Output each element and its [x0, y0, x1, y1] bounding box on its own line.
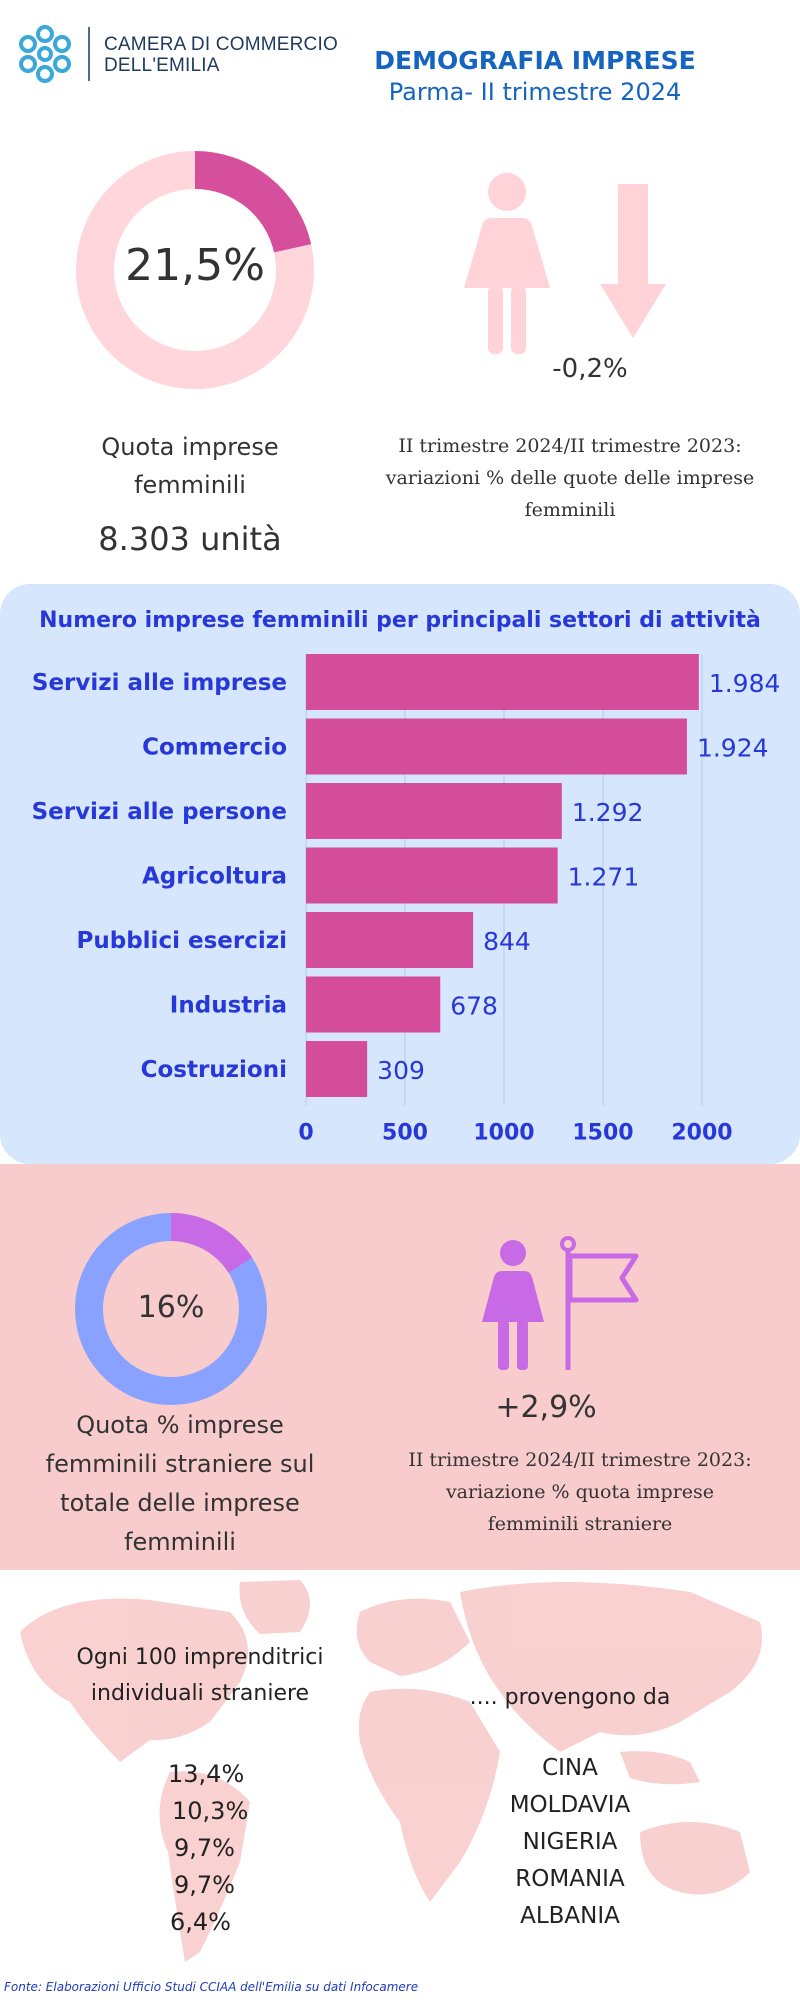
origin-country: ALBANIA [520, 1903, 620, 1929]
origins-country-list: CINA MOLDAVIA NIGERIA ROMANIA ALBANIA [440, 1750, 700, 1935]
category-label: Pubblici esercizi [77, 928, 287, 954]
x-tick-label: 1000 [473, 1121, 534, 1141]
chart-title: Numero imprese femminili per principali … [39, 608, 761, 633]
female-share-caption-line2: femminili [134, 471, 246, 499]
female-share-caption: Quota imprese femminili [40, 428, 340, 504]
origin-country: ROMANIA [515, 1866, 625, 1892]
female-share-caption-line1: Quota imprese [101, 433, 279, 461]
source-note: Fonte: Elaborazioni Ufficio Studi CCIAA … [4, 1980, 419, 1994]
foreign-change-caption-line1: II trimestre 2024/II trimestre 2023: [408, 1449, 752, 1471]
foreign-share-caption: Quota % imprese femminili straniere sul … [20, 1406, 340, 1562]
org-name: CAMERA DI COMMERCIO DELL'EMILIA [104, 34, 338, 76]
page-title: DEMOGRAFIA IMPRESE [374, 46, 696, 75]
page-subtitle: Parma- II trimestre 2024 [388, 78, 682, 106]
logo-mark-icon [19, 25, 71, 83]
female-change-delta: -0,2% [552, 354, 628, 384]
origin-pct: 13,4% [168, 1760, 245, 1788]
origins-caption: Ogni 100 imprenditrici individuali stran… [40, 1640, 360, 1712]
female-share-donut [76, 151, 314, 389]
x-tick-label: 1500 [572, 1121, 633, 1141]
value-label: 678 [450, 992, 498, 1021]
foreign-change-caption: II trimestre 2024/II trimestre 2023: var… [370, 1444, 790, 1540]
x-tick-label: 500 [382, 1121, 428, 1141]
category-label: Servizi alle imprese [32, 670, 287, 696]
female-share-units: 8.303 unità [98, 520, 282, 558]
origins-pct-list: 13,4% 10,3% 9,7% 9,7% 6,4% [150, 1756, 270, 1941]
origins-arrive-caption: .... provengono da [469, 1685, 671, 1710]
bar [306, 976, 441, 1033]
origins-caption-line1: Ogni 100 imprenditrici [76, 1645, 324, 1670]
foreign-change-caption-line2: variazione % quota imprese [445, 1481, 715, 1503]
origin-country: MOLDAVIA [509, 1792, 631, 1818]
value-label: 1.984 [709, 669, 781, 698]
foreign-share-ring-value [75, 1213, 267, 1405]
category-label: Servizi alle persone [32, 799, 287, 825]
arrow-down-icon [600, 184, 666, 338]
female-share-ring-value [76, 151, 314, 389]
origins-caption-line2: individuali straniere [90, 1681, 310, 1706]
value-label: 1.271 [568, 863, 640, 892]
bar [306, 654, 699, 710]
world-map-icon [20, 1580, 762, 1962]
logo [12, 22, 78, 88]
category-label: Industria [170, 993, 287, 1019]
foreign-share-caption-line4: femminili [124, 1528, 236, 1556]
woman-purple-icon [482, 1240, 544, 1370]
bar [306, 1041, 368, 1097]
flag-icon [560, 1236, 639, 1370]
foreign-change-delta: +2,9% [495, 1390, 597, 1425]
foreign-change-caption-line3: femminili straniere [487, 1513, 673, 1535]
foreign-share-value: 16% [137, 1290, 205, 1325]
value-label: 309 [377, 1056, 425, 1085]
bar [306, 912, 474, 968]
origin-pct: 9,7% [174, 1834, 235, 1862]
origin-country: NIGERIA [522, 1829, 618, 1855]
bar [306, 718, 687, 775]
category-label: Commercio [142, 735, 287, 761]
foreign-share-caption-line3: totale delle imprese [60, 1489, 300, 1517]
value-label: 844 [483, 927, 531, 956]
foreign-share-donut [75, 1213, 267, 1405]
origin-pct: 6,4% [170, 1908, 231, 1936]
value-label: 1.292 [572, 798, 644, 827]
female-change-caption-line2: variazioni % delle quote delle imprese [385, 467, 755, 489]
foreign-share-caption-line2: femminili straniere sul [45, 1450, 315, 1478]
org-name-line2: DELL'EMILIA [104, 55, 220, 76]
logo-separator [88, 27, 90, 81]
female-share-value: 21,5% [125, 240, 265, 291]
x-tick-label: 2000 [671, 1121, 732, 1141]
woman-icon [464, 173, 550, 354]
female-change-caption: II trimestre 2024/II trimestre 2023: var… [360, 430, 780, 526]
bar [306, 847, 558, 904]
female-change-caption-line3: femminili [524, 499, 616, 521]
female-change-caption-line1: II trimestre 2024/II trimestre 2023: [398, 435, 742, 457]
bar-chart-svg: Servizi alle imprese 1.984 Commercio 1.924 S… [32, 654, 781, 1146]
bar [306, 783, 562, 839]
value-label: 1.924 [697, 734, 769, 763]
origin-country: CINA [542, 1755, 598, 1781]
origin-pct: 9,7% [174, 1871, 235, 1899]
category-label: Agricoltura [142, 864, 287, 890]
x-tick-label: 0 [298, 1121, 313, 1141]
foreign-share-caption-line1: Quota % imprese [76, 1411, 284, 1439]
origin-pct: 10,3% [172, 1797, 249, 1825]
sector-bar-chart: Servizi alle imprese 1.984 Commercio 1.924 S… [0, 640, 800, 1146]
org-name-line1: CAMERA DI COMMERCIO [104, 34, 338, 55]
category-label: Costruzioni [141, 1057, 287, 1083]
